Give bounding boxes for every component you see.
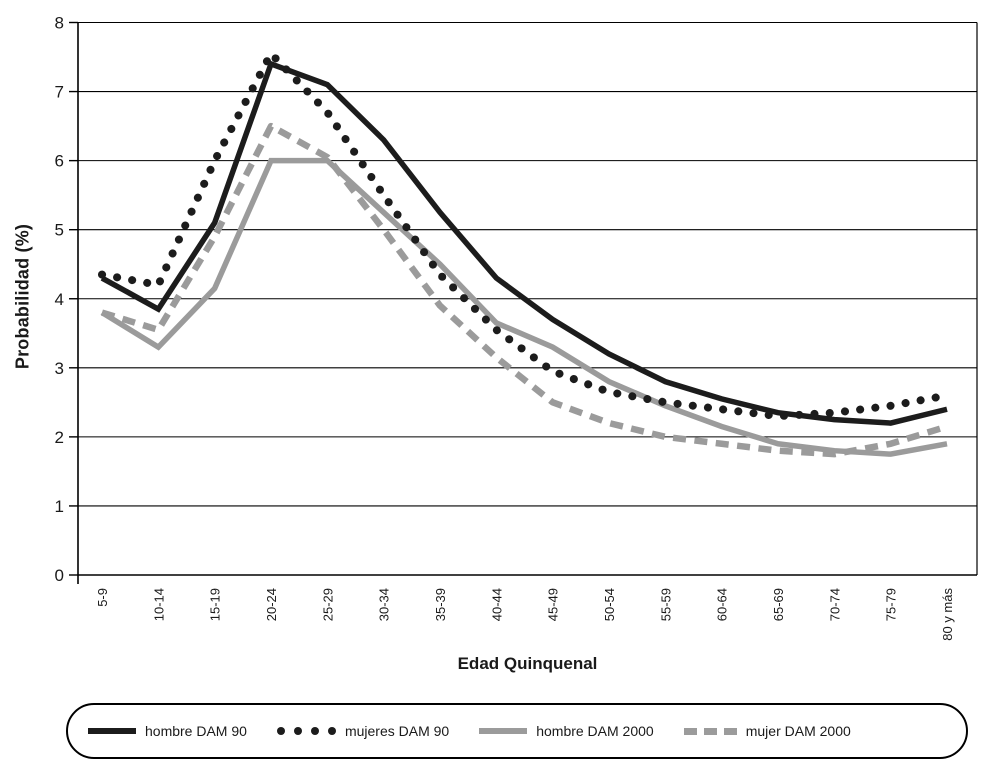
series-mujeres-dam-90: [98, 49, 951, 421]
legend-dotted-line-swatch: [276, 727, 336, 735]
legend-item-mujer-dam-2000: mujer DAM 2000: [683, 723, 851, 739]
legend-solid-line-swatch: [479, 728, 528, 734]
legend-item-hombre-dam-90: hombre DAM 90: [88, 723, 247, 739]
x-category-label: 25-29: [320, 588, 335, 621]
x-category-label: 80 y más: [940, 588, 955, 641]
x-category-label: 15-19: [208, 588, 223, 621]
y-tick-label: 3: [55, 359, 64, 378]
x-category-label: 30-34: [377, 588, 392, 621]
x-category-label: 40-44: [489, 588, 504, 621]
x-category-label: 70-74: [827, 588, 842, 621]
y-axis-title: Probabilidad (%): [12, 223, 33, 370]
x-category-label: 20-24: [264, 588, 279, 621]
line-chart: 0 1 2 3 4 5 6 7 8 5-9 10-14 15-19 20-24 25-29 30-34 35-…: [55, 14, 978, 641]
legend-label: hombre DAM 2000: [536, 723, 654, 739]
y-tick-labels: 0 1 2 3 4 5 6 7 8: [55, 14, 64, 586]
x-category-label: 50-54: [602, 588, 617, 621]
series-hombre-dam-90: [100, 60, 948, 426]
x-category-label: 55-59: [658, 588, 673, 621]
legend-item-mujeres-dam-90: mujeres DAM 90: [276, 723, 450, 739]
y-tick-label: 0: [55, 566, 64, 585]
x-category-labels: 5-9 10-14 15-19 20-24 25-29 30-34 35-39 40-44 45…: [95, 588, 955, 641]
x-category-label: 45-49: [546, 588, 561, 621]
x-category-label: 10-14: [151, 588, 166, 621]
legend-solid-line-swatch: [88, 728, 136, 734]
y-tick-label: 1: [55, 497, 64, 516]
series-mujer-dam-2000: [101, 122, 948, 458]
x-category-label: 60-64: [715, 588, 730, 621]
y-tick-label: 8: [55, 14, 64, 33]
legend-label: mujeres DAM 90: [344, 723, 450, 739]
x-category-label: 5-9: [95, 588, 110, 607]
legend-dashed-line-swatch: [683, 727, 737, 735]
x-axis-title: Edad Quinquenal: [457, 654, 598, 673]
y-tick-label: 7: [55, 83, 64, 102]
x-category-label: 75-79: [884, 588, 899, 621]
y-tick-label: 2: [55, 428, 64, 447]
legend-label: hombre DAM 90: [145, 723, 247, 739]
legend-label: mujer DAM 2000: [745, 723, 851, 739]
y-tick-label: 4: [55, 290, 64, 309]
x-category-label: 65-69: [771, 588, 786, 621]
y-tick-label: 5: [55, 221, 64, 240]
legend: hombre DAM 90 mujeres DAM 90 hombre DAM 20…: [66, 703, 968, 759]
series-hombre-dam-2000: [100, 157, 948, 457]
x-category-label: 35-39: [433, 588, 448, 621]
axes: [69, 21, 978, 584]
legend-item-hombre-dam-2000: hombre DAM 2000: [479, 723, 654, 739]
y-tick-label: 6: [55, 152, 64, 171]
